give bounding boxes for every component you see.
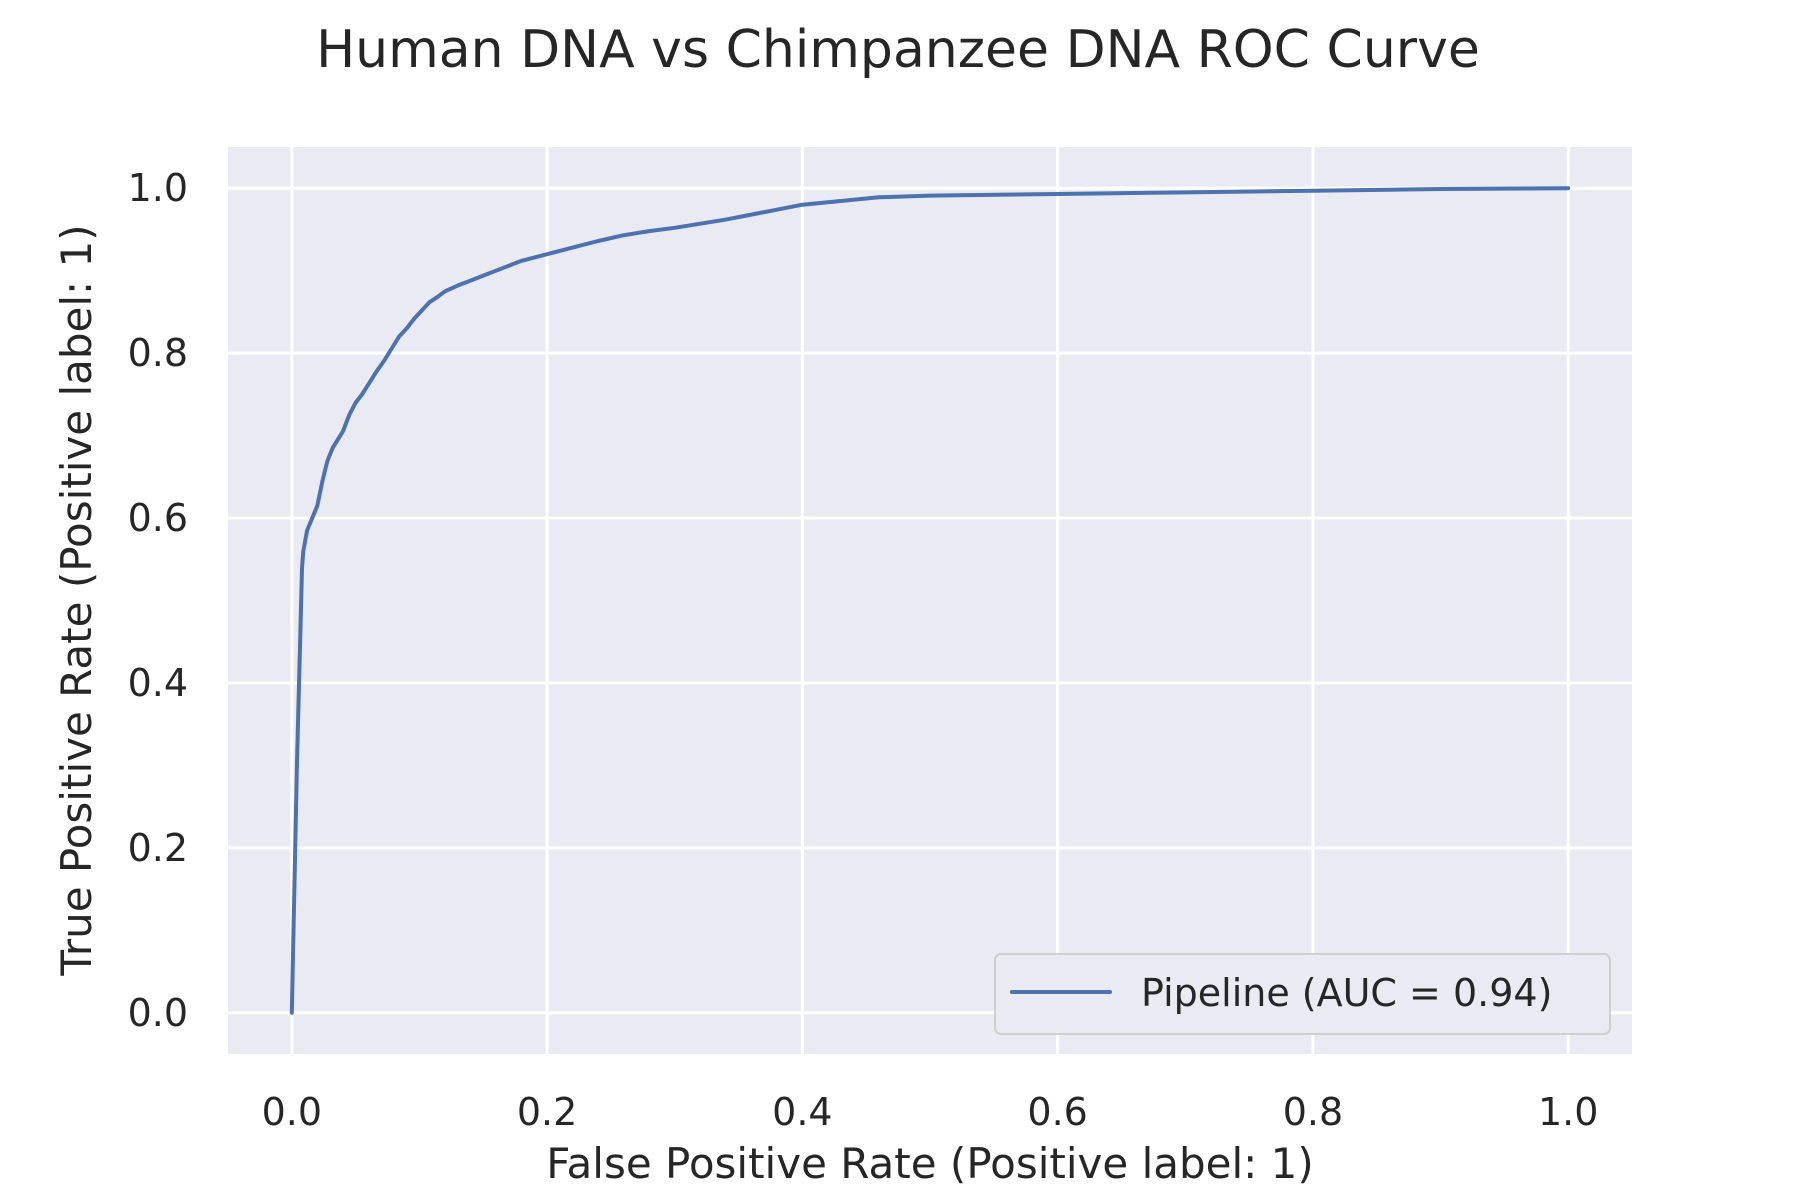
y-tick-label: 0.8	[128, 331, 188, 375]
roc-series-line	[289, 186, 1571, 1015]
x-axis-label: False Positive Rate (Positive label: 1)	[546, 1139, 1314, 1188]
x-tick-label: 0.8	[1283, 1090, 1343, 1134]
x-axis-ticks: 0.0 0.2 0.4 0.6 0.8 1.0	[262, 1090, 1599, 1134]
x-tick-label: 1.0	[1538, 1090, 1598, 1134]
x-tick-label: 0.4	[772, 1090, 832, 1134]
legend-label: Pipeline (AUC = 0.94)	[1141, 971, 1552, 1015]
chart-title: Human DNA vs Chimpanzee DNA ROC Curve	[316, 20, 1480, 80]
plot-area	[228, 147, 1632, 1054]
x-tick-label: 0.2	[517, 1090, 577, 1134]
legend: Pipeline (AUC = 0.94)	[994, 953, 1611, 1035]
y-axis-label: True Positive Rate (Positive label: 1)	[52, 224, 101, 976]
x-tick-label: 0.6	[1027, 1090, 1087, 1134]
legend-box	[994, 953, 1611, 1035]
grid-lines	[228, 147, 1632, 1054]
y-tick-label: 0.2	[128, 826, 188, 870]
series-layer	[289, 186, 1571, 1015]
y-tick-label: 0.4	[128, 661, 188, 705]
y-tick-label: 0.0	[128, 991, 188, 1035]
x-tick-label: 0.0	[262, 1090, 322, 1134]
y-tick-label: 0.6	[128, 496, 188, 540]
y-axis-ticks: 0.0 0.2 0.4 0.6 0.8 1.0	[128, 166, 188, 1035]
y-tick-label: 1.0	[128, 166, 188, 210]
